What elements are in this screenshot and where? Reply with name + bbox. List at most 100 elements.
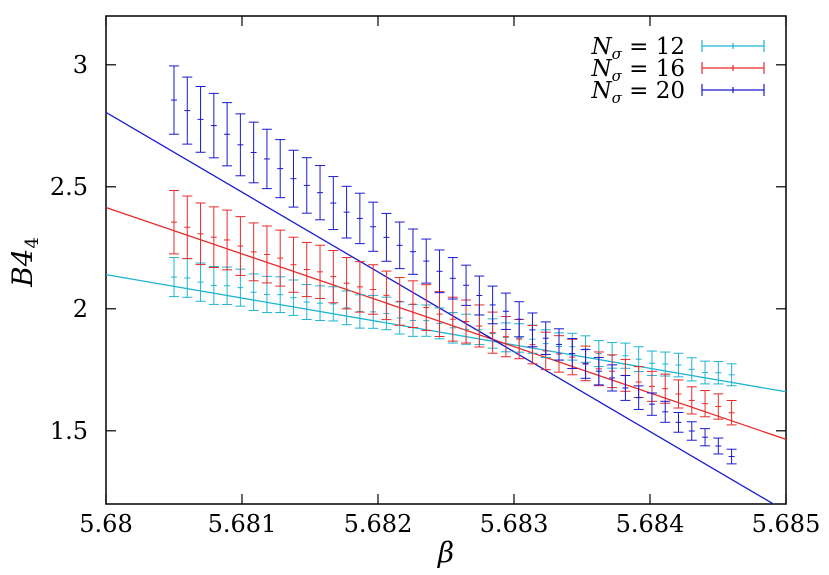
data-point xyxy=(248,121,259,184)
fit-lines xyxy=(106,111,786,504)
data-point xyxy=(660,400,671,423)
legend-label: Nσ = 12 xyxy=(590,34,685,63)
data-point xyxy=(447,257,458,300)
data-point xyxy=(686,386,697,415)
data-point xyxy=(275,139,286,199)
x-tick-label: 5.682 xyxy=(344,510,413,538)
data-point xyxy=(248,222,259,282)
data-point xyxy=(341,185,352,239)
data-point xyxy=(261,128,272,190)
data-point xyxy=(554,328,565,361)
data-point xyxy=(222,209,233,271)
data-points xyxy=(169,65,737,465)
data-point xyxy=(235,216,246,276)
data-point xyxy=(461,264,472,306)
data-point xyxy=(700,428,711,447)
data-point xyxy=(713,393,724,420)
data-point xyxy=(328,249,339,304)
data-point xyxy=(169,189,179,255)
data-point xyxy=(407,280,418,329)
data-point xyxy=(354,192,365,245)
data-point xyxy=(673,352,684,378)
data-point xyxy=(580,349,591,379)
data-point xyxy=(700,390,711,418)
x-tick-label: 5.684 xyxy=(616,510,685,538)
x-tick-label: 5.68 xyxy=(79,510,132,538)
legend-sample xyxy=(701,84,765,96)
data-point xyxy=(726,400,737,426)
y-tick-label: 2 xyxy=(73,295,88,323)
data-point xyxy=(527,312,538,348)
data-point xyxy=(421,238,432,284)
legend-sample xyxy=(701,40,765,52)
data-point xyxy=(646,392,657,416)
data-point xyxy=(222,266,233,305)
data-point xyxy=(633,385,644,410)
x-tick-label: 5.681 xyxy=(208,510,277,538)
data-point xyxy=(434,291,445,337)
data-point xyxy=(208,266,219,305)
data-point xyxy=(288,149,299,208)
fit-line xyxy=(106,111,775,504)
legend-label: Nσ = 20 xyxy=(590,78,685,107)
data-point xyxy=(673,379,684,409)
data-point xyxy=(686,357,697,382)
fit-line xyxy=(106,206,786,440)
data-point xyxy=(487,285,498,325)
y-axis-label-main: B4 xyxy=(6,249,39,288)
data-point xyxy=(195,262,206,302)
x-axis-label: β xyxy=(437,536,454,569)
data-point xyxy=(235,113,246,177)
x-tick-label: 5.685 xyxy=(752,510,821,538)
y-axis-label: B44 xyxy=(6,237,43,288)
data-point xyxy=(500,292,511,330)
data-point xyxy=(673,411,684,433)
data-point xyxy=(301,241,312,298)
data-point xyxy=(700,360,711,385)
y-axis-label-subscript: 4 xyxy=(22,237,43,248)
data-point xyxy=(394,277,405,326)
data-point xyxy=(713,361,724,385)
data-point xyxy=(368,201,379,252)
data-point xyxy=(540,321,551,355)
x-tick-label: 5.683 xyxy=(480,510,549,538)
data-point xyxy=(315,165,326,221)
data-point xyxy=(567,338,578,370)
data-point xyxy=(354,261,365,313)
tick-labels: 5.68 5.681 5.682 5.683 5.684 5.685 1.5 2 2.5 3 xyxy=(50,51,821,538)
data-point xyxy=(261,225,272,284)
data-point xyxy=(288,236,299,293)
data-point xyxy=(222,102,233,167)
data-point xyxy=(726,363,737,387)
data-point xyxy=(368,264,379,315)
data-point xyxy=(328,176,339,231)
data-point xyxy=(660,351,671,377)
data-point xyxy=(341,257,352,310)
data-point xyxy=(421,284,432,331)
data-point xyxy=(381,270,392,321)
data-point xyxy=(301,157,312,214)
legend-sample xyxy=(701,62,765,74)
data-point xyxy=(208,92,219,159)
data-point xyxy=(182,258,193,298)
data-point xyxy=(195,202,206,266)
y-tick-label: 1.5 xyxy=(50,417,88,445)
data-point xyxy=(394,221,405,270)
data-point xyxy=(686,421,697,441)
y-tick-label: 3 xyxy=(73,51,88,79)
data-point xyxy=(713,437,724,455)
data-point xyxy=(726,448,737,465)
data-point xyxy=(381,212,392,262)
data-point xyxy=(315,244,326,299)
y-tick-label: 2.5 xyxy=(50,173,88,201)
data-point xyxy=(593,356,604,386)
data-point xyxy=(195,85,206,153)
plot-frame xyxy=(105,15,787,505)
data-point xyxy=(474,275,485,316)
data-point xyxy=(275,229,286,287)
data-point xyxy=(182,76,193,145)
data-point xyxy=(620,375,631,401)
data-point xyxy=(434,249,445,294)
